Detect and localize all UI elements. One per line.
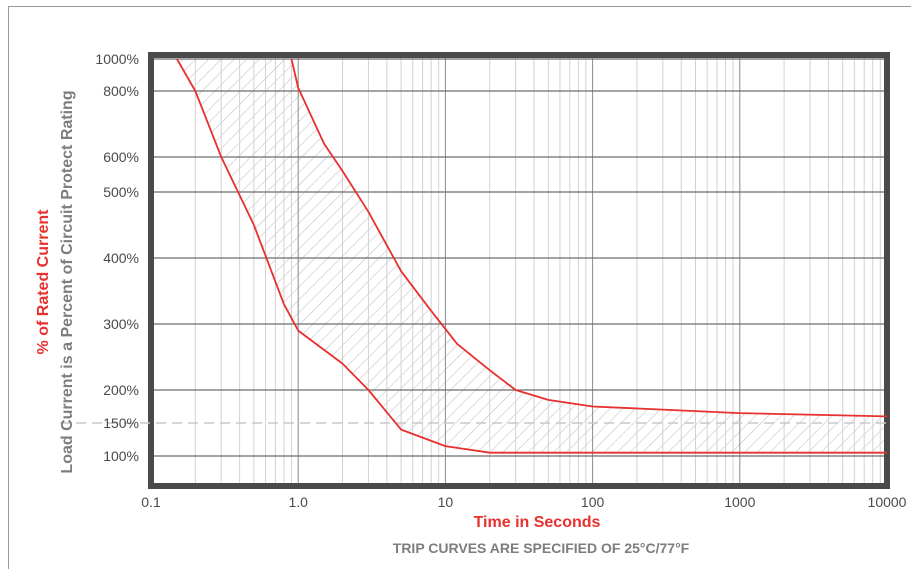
x-tick-label: 10000 <box>868 494 907 510</box>
y-tick-label: 800% <box>103 83 139 99</box>
x-tick-label: 1000 <box>724 494 755 510</box>
x-tick-label: 10 <box>438 494 454 510</box>
y-tick-label: 400% <box>103 250 139 266</box>
y-tick-label: 100% <box>103 448 139 464</box>
upper-bound-curve <box>290 58 887 418</box>
hatch-fill <box>176 59 887 453</box>
x-tick-label: 100 <box>581 494 605 510</box>
y-tick-label: 300% <box>103 316 139 332</box>
y-tick-label: 200% <box>103 382 139 398</box>
x-tick-label: 1.0 <box>288 494 308 510</box>
chart-subtitle: TRIP CURVES ARE SPECIFIED OF 25°C/77°F <box>393 540 690 556</box>
y-tick-labels: 1000% 800% 600% 500% 400% 300% 200% 150% 100% <box>95 51 139 464</box>
hatched-trip-band <box>176 59 887 453</box>
y-axis-title-primary: % of Rated Current <box>35 209 52 355</box>
y-axis-title-secondary-group: Load Current is a Percent of Circuit Pro… <box>59 90 76 473</box>
chart-border-frame <box>8 6 911 569</box>
y-tick-label: 500% <box>103 184 139 200</box>
curves <box>176 58 887 454</box>
x-tick-labels: 0.1 1.0 10 100 1000 10000 <box>141 494 906 510</box>
y-tick-label: 150% <box>103 415 139 431</box>
plot-border <box>148 52 890 489</box>
x-tick-label: 0.1 <box>141 494 161 510</box>
grid <box>148 52 890 489</box>
y-tick-label: 1000% <box>95 51 139 67</box>
y-tick-label: 600% <box>103 149 139 165</box>
lower-bound-curve <box>176 58 887 454</box>
y-axis-title-primary-group: % of Rated Current <box>35 209 52 355</box>
y-axis-title-secondary: Load Current is a Percent of Circuit Pro… <box>59 90 76 473</box>
x-axis-title: Time in Seconds <box>474 514 601 531</box>
